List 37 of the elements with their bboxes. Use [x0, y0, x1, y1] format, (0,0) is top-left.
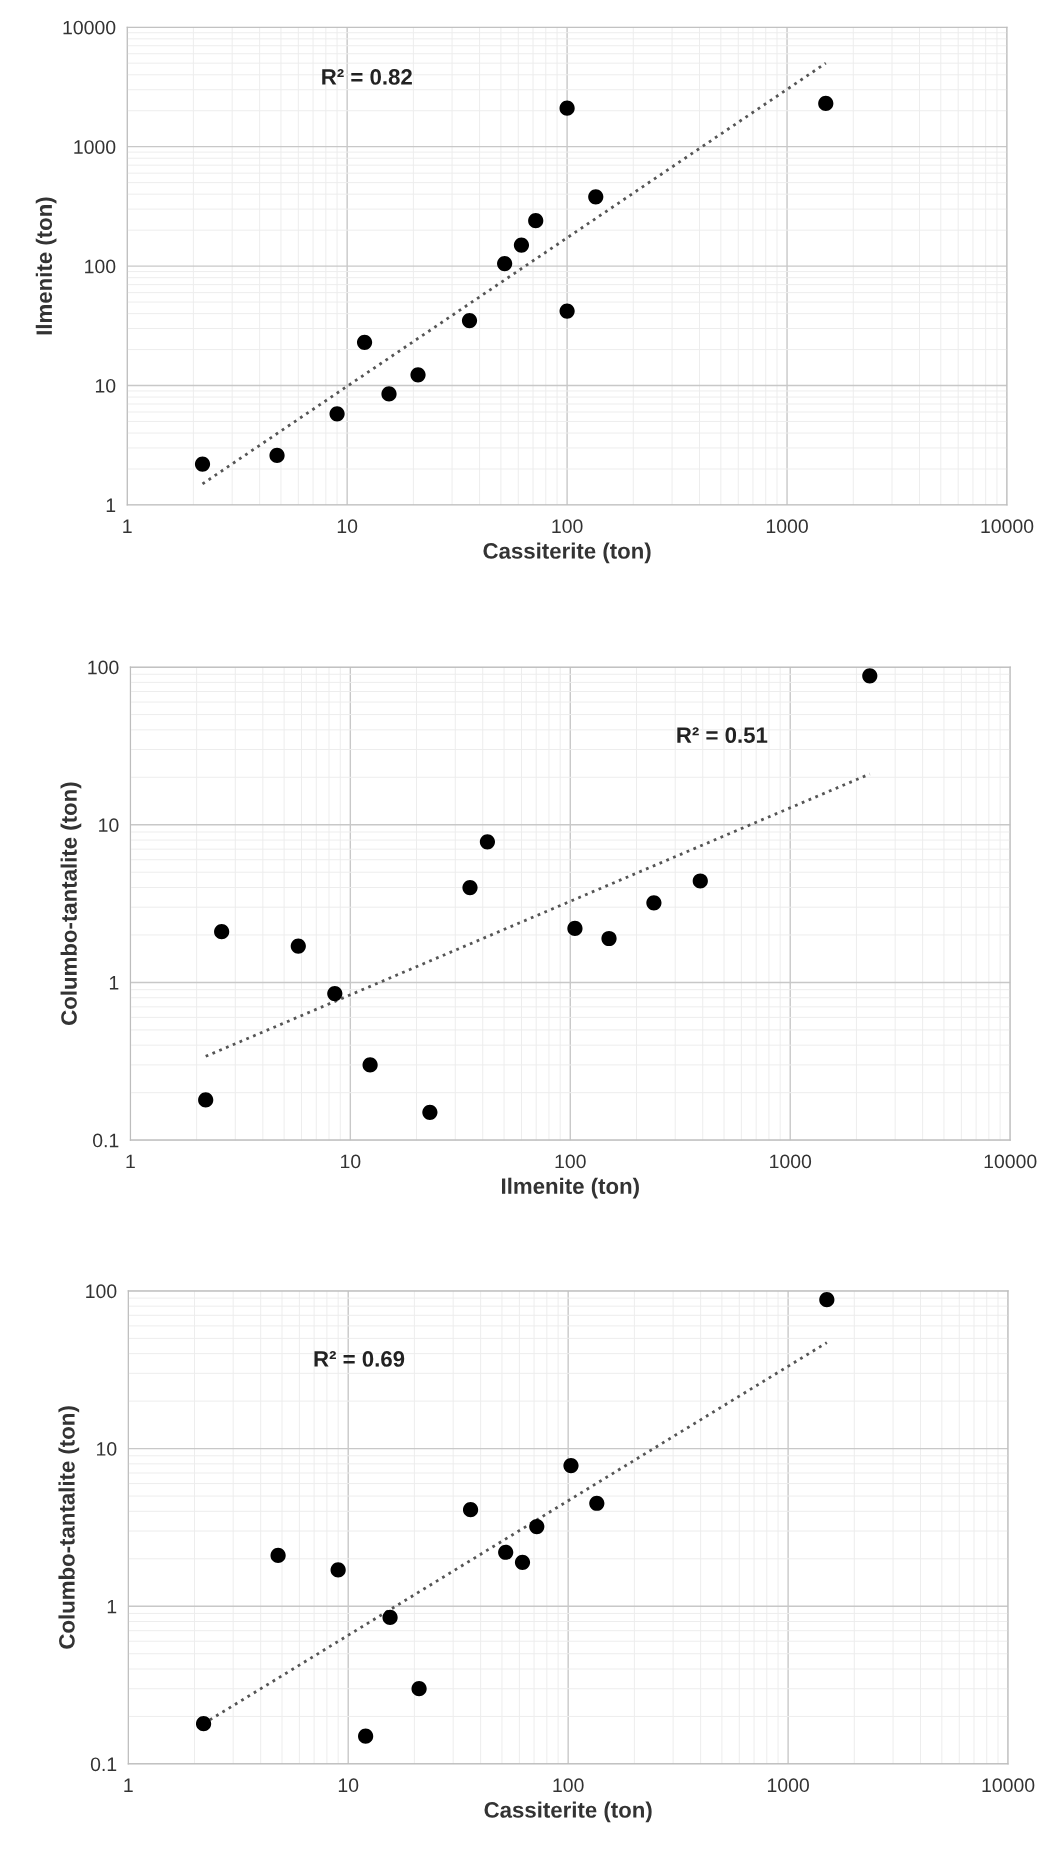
- x-tick-label: 10000: [982, 1778, 1035, 1793]
- y-tick-label: 100: [88, 660, 119, 675]
- y-tick-label: 10: [95, 378, 116, 393]
- y-tick-label: 1: [109, 976, 119, 990]
- y-tick-label: 1: [107, 1599, 117, 1614]
- y-axis-title: Columbo-tantalite (ton): [60, 782, 82, 1025]
- x-tick-label: 100: [553, 1778, 584, 1793]
- x-axis-title: Cassiterite (ton): [483, 542, 651, 564]
- y-tick-label: 10: [97, 1442, 117, 1456]
- y-axis-title: Ilmenite (ton): [35, 197, 57, 335]
- y-tick-label: 0.1: [90, 1757, 117, 1772]
- x-tick-label: 1000: [767, 1778, 809, 1793]
- y-tick-label: 10000: [63, 20, 116, 35]
- x-tick-label: 1: [123, 519, 132, 533]
- x-tick-label: 10: [338, 1778, 359, 1793]
- x-tick-label: 10: [337, 519, 358, 534]
- x-tick-label: 100: [552, 519, 583, 534]
- x-tick-label: 1: [124, 1778, 133, 1792]
- y-axis-title: Columbo-tantalite (ton): [58, 1406, 80, 1649]
- y-tick-label: 100: [86, 1284, 117, 1299]
- x-tick-label: 10000: [981, 519, 1034, 534]
- x-tick-label: 1000: [766, 519, 808, 534]
- x-tick-label: 10000: [984, 1154, 1037, 1169]
- x-tick-label: 1: [126, 1154, 135, 1169]
- annotation: R² = 0.51: [677, 727, 768, 743]
- x-tick-label: 100: [555, 1154, 586, 1169]
- annotation: R² = 0.82: [322, 69, 412, 85]
- x-axis-title: Ilmenite (ton): [502, 1177, 639, 1199]
- y-tick-label: 0.1: [93, 1133, 119, 1148]
- y-tick-label: 1000: [74, 140, 116, 154]
- x-axis-title: Cassiterite (ton): [484, 1801, 652, 1823]
- y-tick-label: 10: [99, 818, 119, 833]
- x-tick-label: 1000: [770, 1154, 812, 1169]
- x-tick-label: 10: [341, 1154, 361, 1169]
- y-tick-label: 1: [106, 498, 116, 512]
- annotation: R² = 0.69: [314, 1351, 405, 1367]
- y-tick-label: 100: [85, 259, 116, 274]
